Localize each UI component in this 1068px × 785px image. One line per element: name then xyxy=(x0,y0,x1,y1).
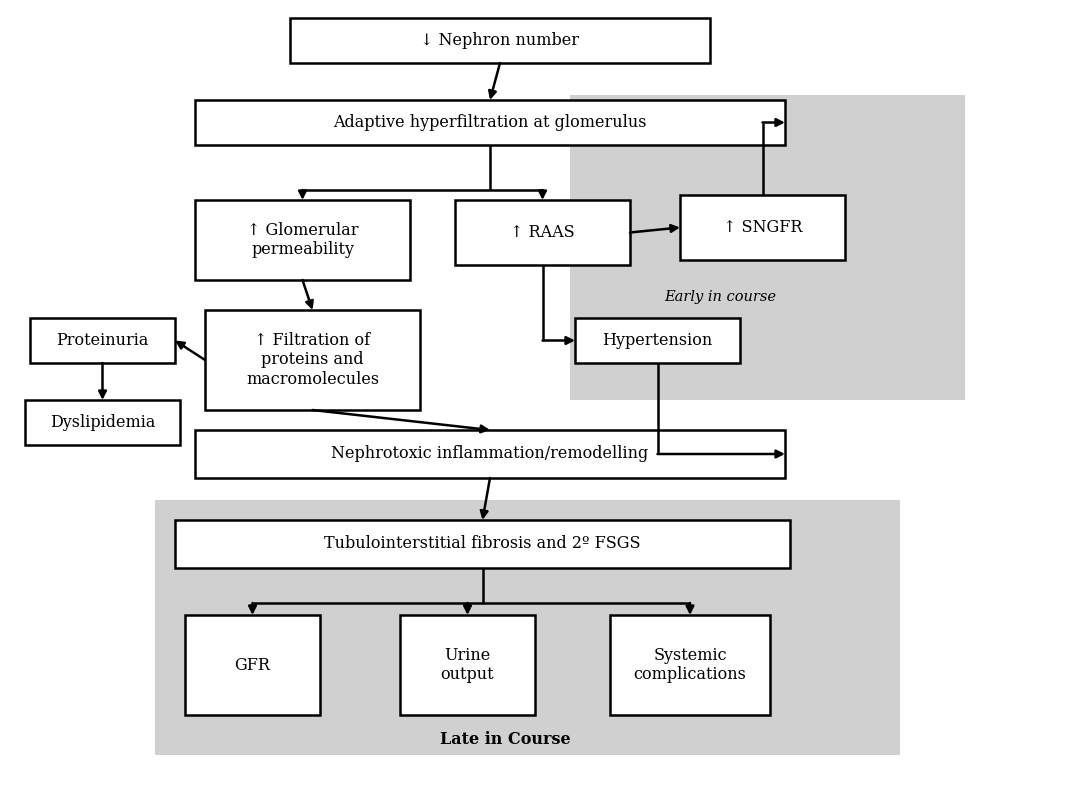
Bar xyxy=(680,195,845,260)
Bar xyxy=(455,200,630,265)
Bar xyxy=(290,18,710,63)
Text: Proteinuria: Proteinuria xyxy=(57,332,148,349)
Bar xyxy=(400,615,535,715)
Bar xyxy=(570,95,965,400)
Bar xyxy=(195,430,785,478)
Bar xyxy=(610,615,770,715)
Text: Nephrotoxic inflammation/remodelling: Nephrotoxic inflammation/remodelling xyxy=(331,446,648,462)
Bar xyxy=(195,200,410,280)
Text: ↑ RAAS: ↑ RAAS xyxy=(511,224,575,241)
Text: ↓ Nephron number: ↓ Nephron number xyxy=(421,32,580,49)
Text: Dyslipidemia: Dyslipidemia xyxy=(50,414,155,431)
Bar xyxy=(575,318,740,363)
Text: ↑ SNGFR: ↑ SNGFR xyxy=(723,219,802,236)
Text: ↑ Filtration of
proteins and
macromolecules: ↑ Filtration of proteins and macromolecu… xyxy=(246,332,379,388)
Text: Early in course: Early in course xyxy=(664,290,776,304)
Bar xyxy=(30,318,175,363)
Text: Tubulointerstitial fibrosis and 2º FSGS: Tubulointerstitial fibrosis and 2º FSGS xyxy=(325,535,641,553)
Bar xyxy=(205,310,420,410)
Text: ↑ Glomerular
permeability: ↑ Glomerular permeability xyxy=(247,221,358,258)
Text: GFR: GFR xyxy=(235,656,270,674)
Bar xyxy=(25,400,180,445)
Text: Systemic
complications: Systemic complications xyxy=(633,647,747,683)
Bar xyxy=(175,520,790,568)
Bar xyxy=(155,500,900,755)
Bar xyxy=(185,615,320,715)
Text: Hypertension: Hypertension xyxy=(602,332,712,349)
Text: Late in Course: Late in Course xyxy=(440,732,570,749)
Text: Urine
output: Urine output xyxy=(441,647,494,683)
Text: Adaptive hyperfiltration at glomerulus: Adaptive hyperfiltration at glomerulus xyxy=(333,114,647,131)
Bar xyxy=(195,100,785,145)
